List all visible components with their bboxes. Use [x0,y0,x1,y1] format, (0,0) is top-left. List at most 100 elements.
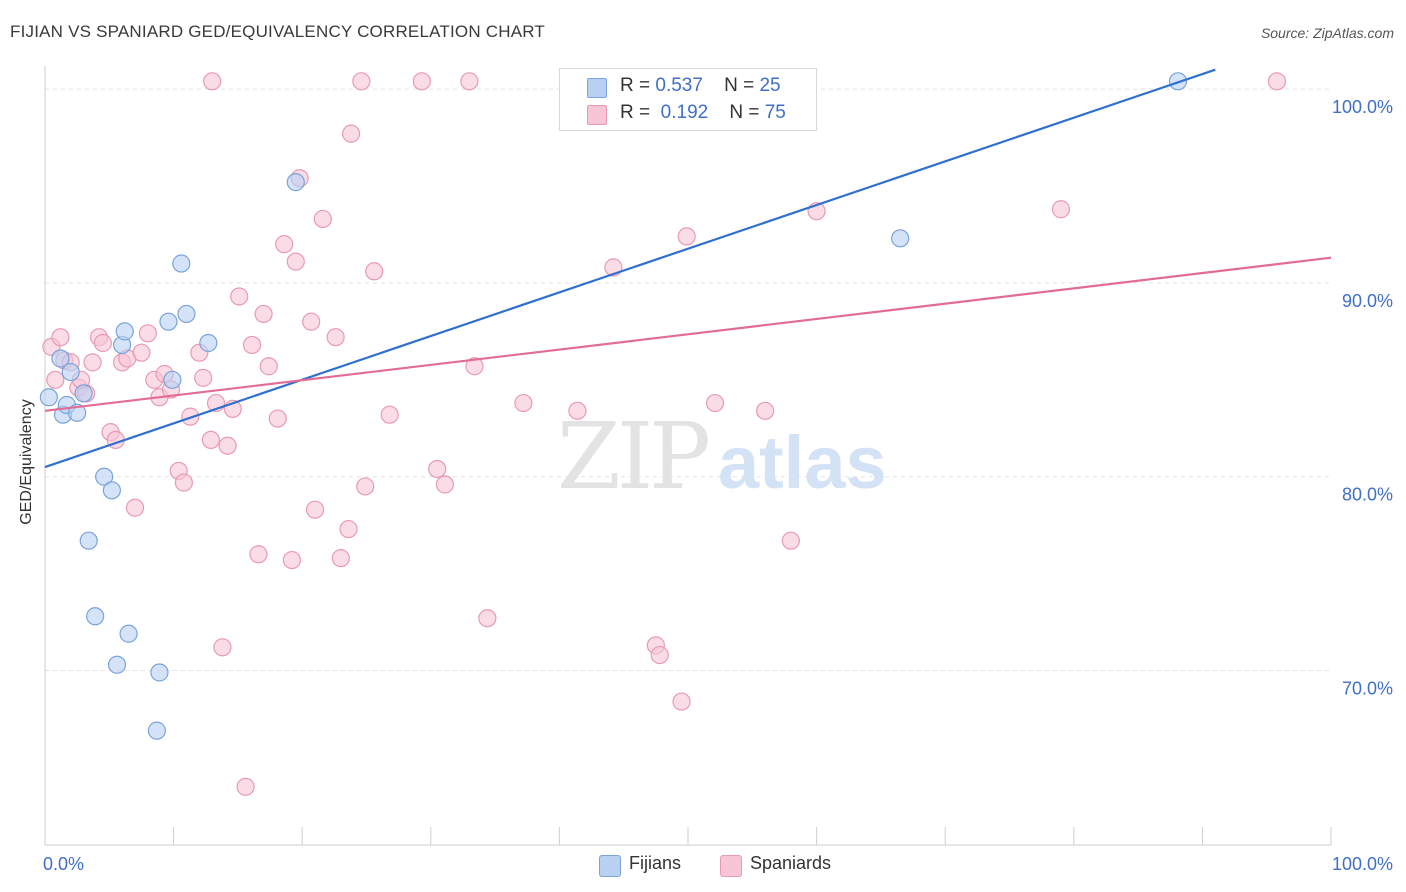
stats-legend: R = 0.537 N = 25 R = 0.192 N = 75 [559,68,817,131]
r-label: R = [620,102,651,123]
spaniards-legend-label: Spaniards [750,853,832,873]
y-axis-label: GED/Equivalency [18,399,35,524]
spaniard-point [435,475,455,494]
spaniard-point [282,550,302,570]
fijian-point [150,663,169,682]
fijian-point [199,333,218,353]
spaniard-point [326,328,345,347]
spaniard-point [514,393,533,413]
spaniard-point [568,401,587,420]
y-tick-label: 100.0% [1332,97,1393,117]
n-value: 25 [759,75,781,96]
trend-lines [44,68,1332,469]
fijian-point [61,362,80,382]
spaniard-point [313,209,332,229]
spaniard-point [365,262,384,281]
fijians-swatch [587,78,607,98]
spaniard-point [756,401,775,420]
fijian-point [95,467,114,486]
spaniard-point [286,252,305,271]
fijians-series [39,72,1188,740]
spaniard-point [331,549,350,568]
fijian-point [286,173,305,192]
spaniard-point [203,72,222,91]
y-tick-label: 70.0% [1342,679,1393,699]
watermark-atlas: atlas [718,421,887,504]
spaniard-point [254,304,273,324]
fijians-legend-label: Fijians [629,853,682,873]
spaniard-point [412,72,431,91]
spaniard-point [268,409,287,428]
spaniard-point [302,312,321,331]
spaniard-point [132,343,151,362]
y-tick-label: 80.0% [1342,485,1393,505]
fijian-point [119,624,138,643]
watermark: ZIP atlas [557,403,887,510]
fijian-point [102,481,121,500]
spaniard-point [236,777,255,796]
fijian-point [74,384,93,403]
r-label: R = [620,75,651,96]
spaniard-point [341,124,361,143]
n-label: N = [729,102,760,123]
spaniard-point [213,638,232,657]
fijian-point [79,531,98,550]
spaniard-point [275,235,294,254]
spaniard-point [781,531,800,550]
spaniard-point [125,498,145,517]
fijian-point [107,655,127,674]
spaniard-point [218,436,237,455]
r-value: 0.537 [655,75,703,96]
n-value: 75 [764,102,786,123]
fijian-trend-line [44,68,1216,469]
spaniard-point [305,500,325,519]
fijian-point [115,322,134,341]
spaniard-point [201,430,220,450]
spaniards-swatch [587,105,607,125]
spaniard-point [230,287,249,306]
spaniard-point [83,353,102,372]
spaniard-point [705,393,725,413]
spaniard-point [356,477,375,496]
spaniard-point [677,227,696,246]
spaniard-point [259,357,278,376]
spaniard-point [194,368,213,387]
fijian-point [86,607,105,626]
spaniard-point [672,692,691,711]
axes [44,66,1332,846]
y-tick-label: 90.0% [1342,291,1393,311]
fijian-point [163,370,182,389]
spaniard-point [465,357,484,376]
fijians-legend-swatch [599,855,621,877]
fijian-point [172,254,191,273]
spaniard-point [51,328,70,347]
spaniard-point [428,459,447,479]
fijian-point [51,349,70,368]
spaniard-point [460,72,479,91]
fijian-point [891,229,910,248]
spaniard-point [242,335,262,355]
spaniard-point [650,645,669,665]
spaniards-legend-swatch [720,855,742,877]
source-label: Source: ZipAtlas.com [1260,25,1394,41]
fijian-point [147,721,166,740]
spaniard-point [1051,200,1071,219]
fijian-point [39,388,58,407]
fijian-point [159,312,178,331]
spaniard-point [339,519,358,539]
spaniard-point [478,609,497,628]
spaniard-point [93,333,112,353]
n-label: N = [724,75,755,96]
spaniard-trend-line [44,256,1332,412]
spaniard-point [46,370,65,389]
watermark-zip: ZIP [557,403,708,510]
spaniard-point [249,545,268,564]
r-value: 0.192 [660,102,709,123]
spaniard-point [138,324,157,343]
spaniard-point [174,473,193,492]
grid-lines [45,88,1331,672]
x-tick-label: 0.0% [43,854,84,874]
tick-labels: 100.0% 90.0% 80.0% 70.0% 0.0% 100.0% [43,97,1393,874]
spaniard-point [352,72,371,91]
